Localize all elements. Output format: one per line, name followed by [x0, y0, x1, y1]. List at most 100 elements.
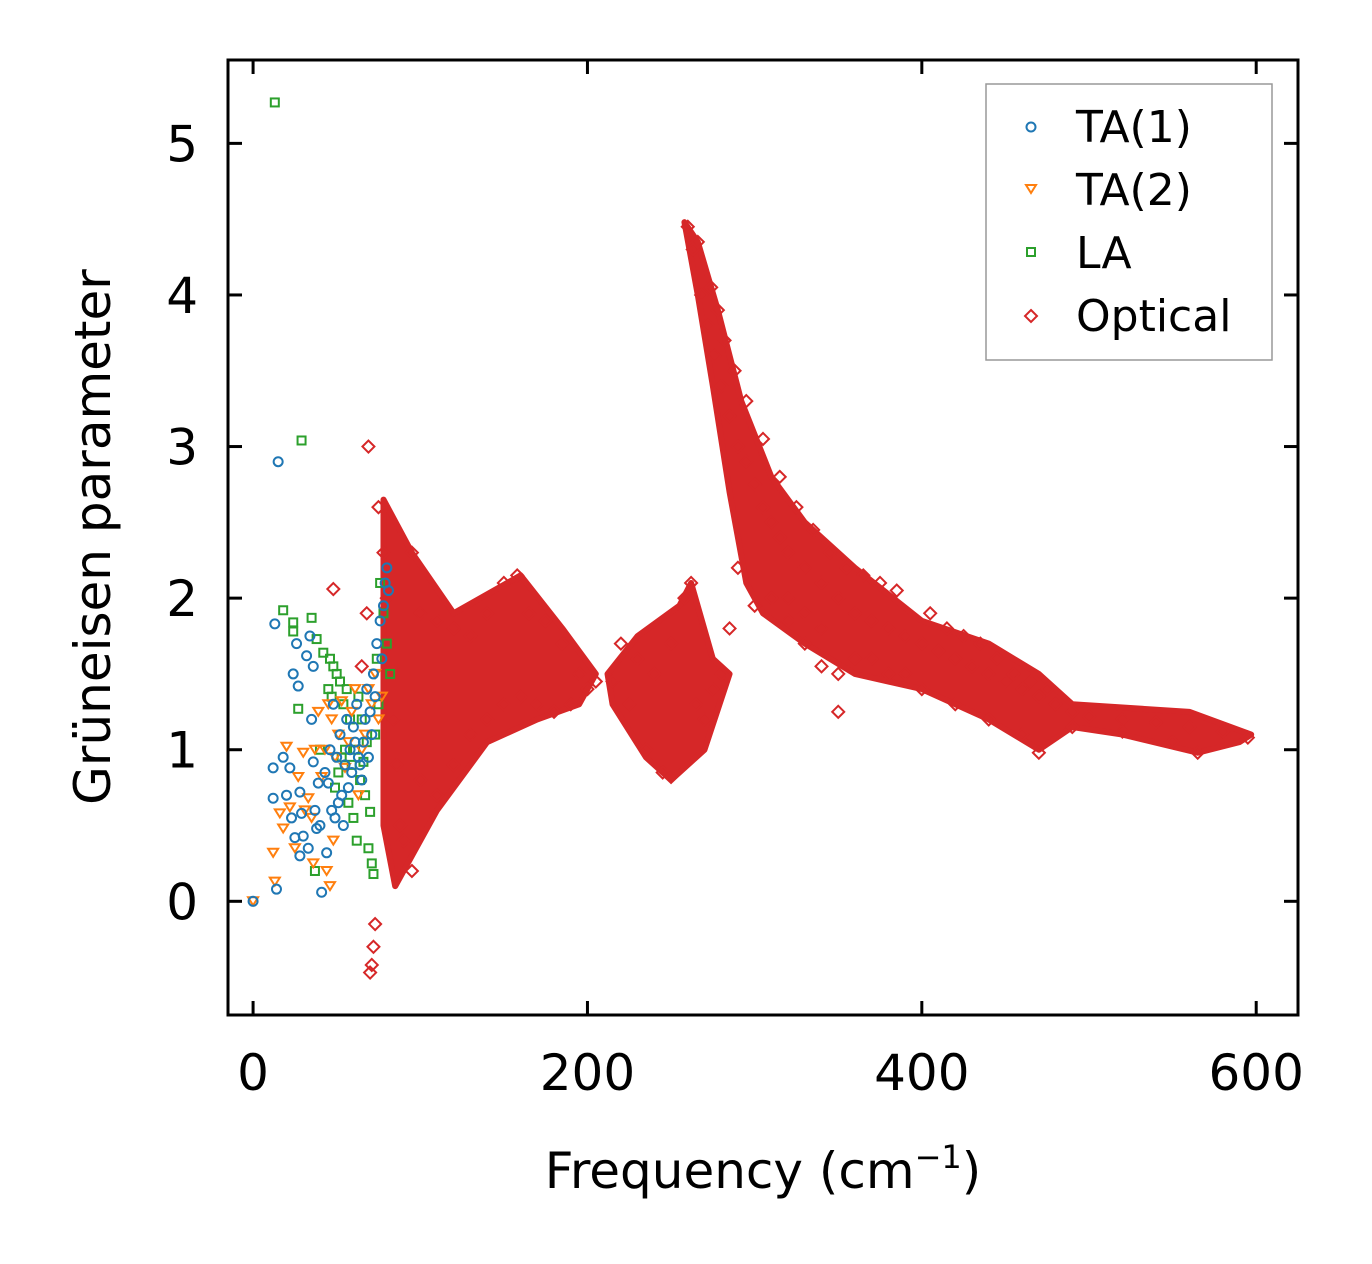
point-optical	[830, 666, 846, 682]
point-optical	[396, 833, 411, 849]
point-ta-1	[307, 660, 319, 672]
point-optical	[755, 499, 771, 515]
point-optical	[509, 567, 525, 583]
point-optical	[956, 628, 972, 644]
legend-label-la: LA	[1076, 228, 1132, 279]
y-tick-label: 1	[166, 722, 198, 780]
point-optical	[389, 757, 405, 773]
point-optical	[981, 666, 997, 682]
point-ta-1	[327, 698, 339, 710]
point-optical	[1064, 704, 1080, 720]
y-tick-label: 3	[166, 419, 198, 477]
point-optical	[880, 621, 896, 636]
point-optical	[382, 636, 398, 652]
point-ta-2	[351, 790, 366, 802]
point-optical	[392, 818, 408, 833]
point-optical	[513, 689, 528, 705]
legend-marker-la	[1026, 247, 1036, 257]
y-tick-label: 5	[166, 115, 198, 173]
point-ta-2	[326, 835, 341, 847]
point-ta-1	[356, 774, 368, 786]
point-ta-1	[301, 650, 313, 662]
point-la	[333, 767, 344, 778]
point-ta-1	[272, 456, 284, 468]
point-ta-2	[319, 865, 334, 877]
point-ta-1	[306, 713, 318, 725]
point-optical	[1081, 708, 1097, 724]
point-ta-1	[331, 751, 343, 763]
point-ta-2	[323, 881, 337, 893]
point-ta-1	[359, 713, 371, 725]
point-ta-1	[267, 792, 279, 804]
point-optical	[563, 696, 579, 712]
point-la	[371, 653, 382, 664]
point-optical	[663, 769, 679, 785]
point-optical	[588, 674, 604, 689]
x-axis-label: Frequency (cm−1)	[545, 1138, 982, 1200]
point-optical	[663, 636, 679, 652]
point-la	[288, 617, 299, 628]
point-la	[363, 843, 374, 854]
point-ta-1	[270, 883, 282, 895]
point-optical	[722, 408, 737, 424]
point-ta-2	[276, 823, 290, 835]
point-optical	[605, 674, 620, 689]
point-ta-2	[324, 714, 339, 726]
point-ta-2	[283, 802, 297, 814]
point-ta-1	[383, 585, 394, 597]
point-ta-1	[269, 618, 281, 630]
point-optical	[972, 636, 988, 652]
point-la	[385, 668, 396, 679]
point-optical	[730, 439, 746, 454]
point-optical	[947, 651, 963, 667]
point-optical	[404, 863, 420, 879]
legend-label-ta2: TA(2)	[1075, 165, 1192, 216]
point-optical	[703, 279, 719, 295]
point-optical	[705, 681, 721, 697]
point-optical	[1190, 745, 1206, 761]
point-optical	[354, 658, 370, 674]
point-optical	[713, 378, 729, 394]
point-optical	[998, 674, 1013, 689]
point-ta-2	[291, 772, 306, 783]
point-optical	[830, 704, 846, 720]
point-ta-1	[277, 751, 289, 763]
point-optical	[707, 348, 722, 364]
point-optical	[872, 575, 888, 591]
point-ta-1	[267, 762, 279, 774]
scatter-points	[246, 97, 1256, 980]
point-la	[366, 858, 377, 869]
point-optical	[747, 598, 763, 614]
point-optical	[376, 545, 391, 561]
point-la	[365, 806, 376, 817]
point-ta-2	[266, 847, 280, 859]
point-optical	[738, 393, 754, 409]
point-la	[375, 577, 386, 588]
point-ta-2	[306, 858, 321, 870]
point-optical	[613, 636, 629, 652]
point-ta-1	[374, 615, 386, 627]
point-optical	[700, 317, 716, 333]
legend-marker-ta2	[1024, 184, 1038, 195]
point-optical	[463, 628, 478, 644]
point-optical	[571, 666, 587, 682]
point-optical	[1023, 674, 1038, 689]
axis-ticks: 0 200 400 600 0 1 2 3 4 5	[166, 60, 1304, 1102]
point-ta-1	[344, 744, 356, 756]
x-tick-label: 0	[237, 1044, 269, 1102]
point-optical	[763, 514, 779, 530]
point-ta-1	[341, 713, 353, 725]
point-optical	[755, 431, 771, 447]
point-ta-1	[339, 759, 351, 771]
point-ta-1	[349, 736, 361, 748]
point-ta-1	[361, 683, 373, 695]
point-optical	[947, 696, 963, 712]
point-ta-1	[369, 691, 381, 703]
point-ta-1	[337, 820, 349, 832]
point-optical	[717, 333, 732, 348]
point-ta-2	[318, 744, 332, 756]
point-ta-1	[304, 630, 316, 642]
point-optical	[538, 613, 554, 629]
point-ta-1	[377, 600, 389, 612]
point-optical	[1048, 696, 1063, 712]
